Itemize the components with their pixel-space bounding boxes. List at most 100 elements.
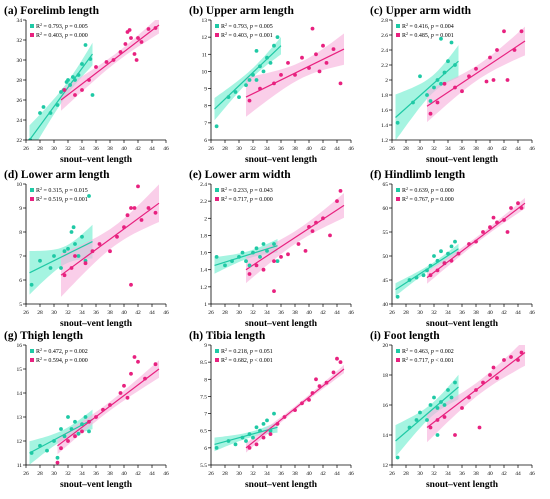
y-tick-label: 1.2: [200, 285, 207, 291]
data-point: [488, 55, 492, 60]
x-tick-label: 28: [403, 146, 409, 152]
data-point: [495, 376, 499, 380]
data-point: [481, 380, 485, 385]
data-point: [41, 105, 46, 109]
x-tick-label: 42: [135, 471, 141, 477]
panel-title: (f) Hindlimb length: [370, 169, 466, 181]
data-point: [261, 69, 266, 74]
data-point: [73, 93, 77, 97]
legend-stat-2: R2 = 0.717, p < 0.001: [402, 356, 454, 364]
data-point: [132, 355, 137, 359]
data-point: [132, 206, 137, 210]
data-point: [300, 55, 304, 60]
data-point: [247, 98, 252, 103]
x-tick-label: 40: [306, 310, 312, 316]
x-tick-label: 38: [292, 471, 298, 477]
data-point: [265, 249, 269, 253]
legend-swatch-1: [396, 24, 400, 28]
x-tick-label: 44: [515, 310, 521, 316]
y-tick-label: 6.5: [200, 429, 207, 435]
plot-area: [29, 184, 160, 297]
data-point: [237, 95, 241, 99]
x-tick-label: 36: [278, 146, 284, 152]
data-point: [432, 395, 436, 400]
y-tick-label: 1.2: [381, 138, 388, 144]
plot-area: [395, 197, 526, 299]
data-point: [272, 411, 276, 416]
fit-line-1: [214, 426, 278, 445]
x-tick-label: 46: [163, 146, 169, 152]
data-point: [59, 446, 63, 451]
data-point: [76, 431, 81, 436]
data-point: [146, 206, 151, 210]
y-tick-label: 2.6: [381, 33, 388, 39]
data-point: [303, 249, 308, 253]
legend-swatch-2: [215, 358, 219, 362]
y-tick-label: 14: [17, 391, 23, 397]
panel-title: (h) Tibia length: [189, 330, 266, 342]
panel-2: (b) Upper arm length 26 28 30 32 34 36 38 40 42 44…: [189, 5, 354, 165]
data-point: [435, 268, 440, 273]
data-point: [153, 26, 158, 30]
x-tick-label: 42: [320, 146, 326, 152]
x-tick-label: 34: [264, 146, 270, 152]
legend-stat-2: R2 = 0.594, p = 0.000: [36, 356, 88, 364]
data-point: [226, 439, 231, 443]
data-point: [214, 124, 219, 129]
x-tick-label: 38: [107, 471, 113, 477]
data-point: [73, 419, 77, 424]
data-point: [428, 263, 433, 268]
y-tick-label: 2.8: [381, 18, 388, 24]
data-point: [38, 111, 42, 115]
data-point: [62, 249, 67, 254]
data-point: [414, 418, 419, 422]
panel-3: (c) Upper arm width 26 28 30 32 34 36 38 40 42 44 4…: [370, 5, 535, 165]
x-tick-label: 40: [121, 471, 127, 477]
x-tick-label: 28: [37, 310, 43, 316]
legend-swatch-1: [30, 188, 34, 192]
x-tick-label: 26: [208, 146, 214, 152]
data-point: [428, 273, 433, 278]
data-point: [88, 57, 93, 61]
data-point: [272, 81, 276, 86]
data-point: [69, 230, 74, 234]
y-tick-label: 1.4: [200, 268, 207, 274]
x-axis-label: snout–vent length: [426, 480, 499, 490]
data-point: [68, 83, 72, 87]
x-tick-label: 36: [93, 146, 99, 152]
y-tick-label: 8: [204, 104, 207, 110]
data-point: [442, 403, 447, 407]
y-tick-label: 5: [19, 302, 22, 308]
data-point: [108, 403, 112, 407]
x-tick-label: 44: [515, 471, 521, 477]
legend-stat-1: R2 = 0.793, p = 0.005: [221, 22, 273, 30]
legend-swatch-2: [396, 358, 400, 362]
data-point: [71, 225, 76, 230]
data-point: [491, 215, 496, 220]
y-tick-label: 13: [202, 18, 208, 24]
plot-area: [214, 356, 345, 453]
data-point: [425, 418, 429, 422]
y-tick-label: 1: [204, 302, 207, 308]
data-point: [477, 425, 482, 430]
x-tick-label: 42: [501, 471, 507, 477]
data-point: [268, 61, 273, 65]
data-point: [139, 40, 144, 44]
data-point: [453, 433, 457, 437]
data-point: [258, 86, 262, 91]
data-point: [146, 27, 151, 31]
data-point: [214, 255, 219, 259]
data-point: [83, 261, 88, 266]
x-tick-label: 34: [445, 310, 451, 316]
data-point: [247, 432, 252, 436]
data-point: [331, 47, 336, 51]
data-point: [418, 74, 422, 79]
data-point: [428, 425, 433, 430]
data-point: [418, 410, 422, 415]
data-point: [254, 263, 259, 268]
x-tick-label: 30: [236, 146, 242, 152]
data-point: [73, 78, 77, 82]
data-point: [505, 78, 510, 82]
data-point: [38, 443, 42, 448]
x-tick-label: 32: [65, 310, 71, 316]
